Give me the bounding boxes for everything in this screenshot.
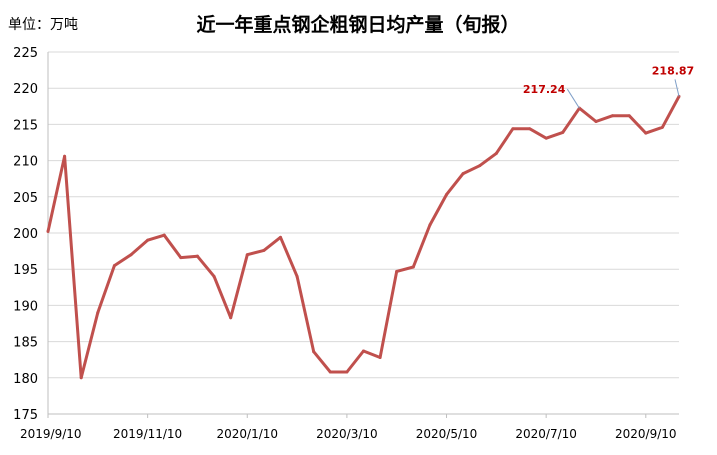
label-leader-line [566,88,580,109]
y-tick-label: 215 [13,118,38,133]
gridlines [47,51,679,415]
data-label: 218.87 [652,64,694,77]
x-tick-label: 2020/1/10 [216,427,278,441]
data-label: 217.24 [523,83,566,96]
y-tick-label: 225 [13,46,38,61]
y-tick-label: 190 [13,299,38,314]
data-point [528,127,532,131]
data-point [79,376,83,380]
series-line [46,94,681,380]
data-point [511,127,515,131]
y-tick-label: 175 [13,408,38,423]
data-point [478,164,482,168]
y-tick-label: 195 [13,263,38,278]
x-tick-label: 2020/9/10 [615,427,677,441]
unit-label: 单位：万吨 [8,17,78,33]
data-point [411,265,415,269]
data-point [611,114,615,118]
label-leader-line [674,79,680,97]
y-tick-label: 180 [13,372,38,387]
y-tick-label: 210 [13,155,38,170]
data-point [112,264,116,268]
x-axis: 2019/9/10 2019/11/10 2020/1/10 2020/3/10 202… [20,414,677,441]
data-point [660,125,664,129]
data-point [461,172,465,176]
data-point [544,136,548,140]
y-tick-label: 205 [13,191,38,206]
y-tick-label: 185 [13,336,38,351]
data-point [378,356,382,360]
data-point [96,311,100,315]
x-tick-label: 2020/3/10 [316,427,378,441]
x-tick-label: 2019/11/10 [113,427,182,441]
data-point [195,254,199,258]
data-point [295,274,299,278]
chart-title: 近一年重点钢企粗钢日均产量（旬报） [196,13,519,36]
data-point [278,235,282,239]
data-point [312,350,316,354]
data-point [328,370,332,374]
data-point [245,253,249,257]
data-point [494,151,498,155]
data-point [561,130,565,134]
data-point [445,193,449,197]
data-point [428,223,432,227]
y-tick-label: 200 [13,227,38,242]
data-point [162,233,166,237]
data-point [129,253,133,257]
x-tick-label: 2020/7/10 [515,427,577,441]
data-point [362,349,365,353]
data-point [63,154,67,158]
data-point [229,316,233,320]
data-point [146,238,150,242]
y-axis: 175 180 185 190 195 200 205 210 215 220 225 [13,46,38,423]
y-tick-label: 220 [13,82,38,97]
data-point [212,274,216,278]
series-line-path [46,95,681,380]
data-point [627,114,631,118]
data-point [594,120,598,124]
x-tick-label: 2019/9/10 [20,427,82,441]
data-labels: 217.24 218.87 [523,64,694,109]
data-point [262,248,266,252]
data-point [644,131,648,135]
data-point [179,256,183,260]
data-point [395,269,399,273]
x-tick-label: 2020/5/10 [416,427,478,441]
data-point [46,230,50,234]
data-point [345,370,349,374]
